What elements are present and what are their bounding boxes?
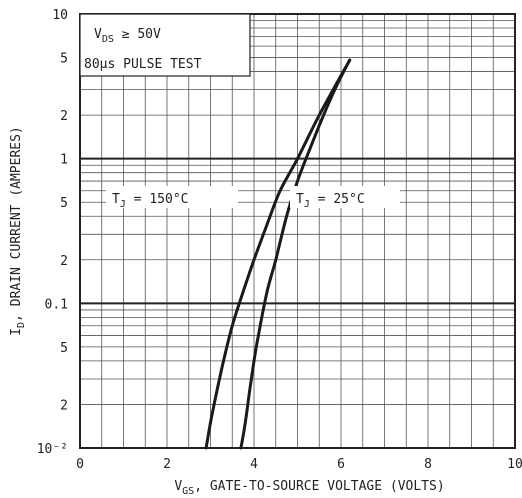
x-tick-label: 10 xyxy=(507,457,522,472)
y-tick-label: 5 xyxy=(60,341,68,356)
y-tick-label: 2 xyxy=(60,398,68,413)
test-conditions-box: VDS ≥ 50V 80μs PULSE TEST xyxy=(79,13,251,77)
y-tick-label: 2 xyxy=(60,254,68,269)
y-axis-label: ID, DRAIN CURRENT (AMPERES) xyxy=(9,126,27,336)
series-line-150c xyxy=(204,58,352,450)
series-label-150c-text: TJ = 150°C xyxy=(112,192,188,210)
vds-condition-label: VDS ≥ 50V xyxy=(94,27,161,45)
y-tick-label: 5 xyxy=(60,52,68,67)
y-tick-label: 1 xyxy=(60,153,68,168)
x-tick-label: 0 xyxy=(76,457,84,472)
series-label-25c: TJ = 25°C xyxy=(290,186,400,210)
x-axis-label: VGS, GATE-TO-SOURCE VOLTAGE (VOLTS) xyxy=(174,479,444,497)
series-label-150c: TJ = 150°C xyxy=(106,186,238,210)
minor-grid xyxy=(79,14,516,449)
y-tick-label: 0.1 xyxy=(45,297,68,312)
x-tick-label: 4 xyxy=(250,457,258,472)
y-tick-label: 5 xyxy=(60,196,68,211)
plot-frame xyxy=(79,13,516,449)
y-tick-label: 2 xyxy=(60,109,68,124)
x-tick-label: 2 xyxy=(163,457,171,472)
series-label-25c-text: TJ = 25°C xyxy=(296,192,365,210)
x-tick-label: 8 xyxy=(424,457,432,472)
y-tick-labels: 10 5 2 1 5 2 0.1 5 2 10⁻² xyxy=(37,8,68,457)
series-line-25c xyxy=(239,58,352,450)
y-tick-label: 10 xyxy=(52,8,68,23)
x-tick-labels: 0 2 4 6 8 10 xyxy=(76,457,522,472)
x-tick-label: 6 xyxy=(337,457,345,472)
pulse-test-label: 80μs PULSE TEST xyxy=(84,57,202,72)
series-layer xyxy=(204,58,352,450)
y-tick-label: 10⁻² xyxy=(37,442,68,457)
